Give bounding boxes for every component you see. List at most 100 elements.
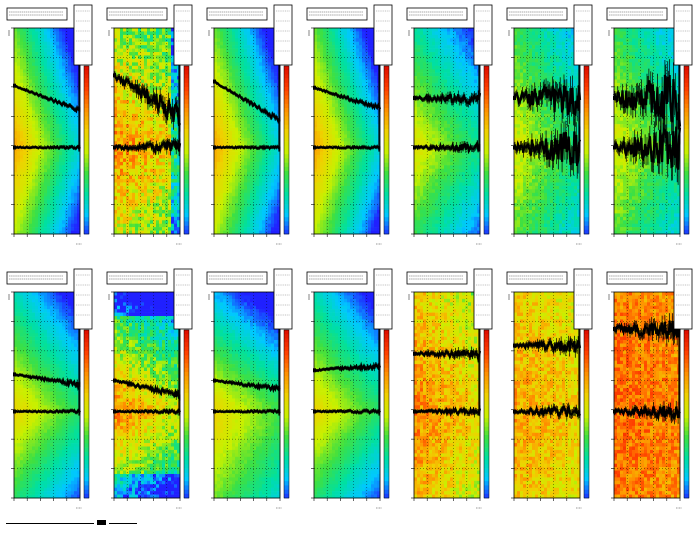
stats-box	[473, 4, 493, 66]
stats-box	[673, 268, 693, 330]
color-scale-bar	[383, 65, 390, 235]
heatmap-cells	[14, 292, 81, 499]
gridlines	[614, 292, 680, 498]
heatmap-cells	[514, 28, 581, 235]
stats-box	[473, 268, 493, 330]
stats-box	[673, 4, 693, 66]
footer-block	[97, 520, 106, 525]
upper-band-points	[613, 59, 682, 145]
gridlines	[214, 28, 280, 234]
heatmap-cells	[314, 28, 381, 235]
upper-band-points	[513, 335, 582, 358]
plot-frame	[13, 27, 81, 235]
stats-box	[573, 268, 593, 330]
lower-band-points	[513, 119, 582, 179]
upper-band-points	[13, 83, 81, 114]
chart-panel-r1c1	[6, 4, 93, 245]
color-scale-bar	[283, 65, 290, 235]
title-box	[406, 271, 468, 285]
heatmap-cells	[114, 292, 181, 499]
chart-panel-r2c5	[406, 268, 493, 509]
title-box	[406, 7, 468, 21]
plot-frame	[13, 291, 81, 499]
lower-band-points	[413, 405, 482, 418]
chart-panel-r1c3	[206, 4, 293, 245]
heatmap-cells	[314, 292, 381, 499]
axis-ticks	[511, 27, 581, 237]
plot-frame	[613, 291, 681, 499]
color-scale-bar	[83, 65, 90, 235]
heatmap-cells	[114, 28, 181, 235]
chart-panel-r2c7	[606, 268, 693, 509]
plot-frame	[313, 27, 381, 235]
color-scale-bar	[583, 65, 590, 235]
title-box	[6, 271, 68, 285]
heatmap-cells	[514, 292, 581, 499]
title-box	[306, 7, 368, 21]
footer-line-right	[109, 523, 137, 524]
title-box	[506, 271, 568, 285]
footer-line-left	[6, 523, 94, 524]
lower-band-points	[13, 408, 81, 415]
heatmap-cells	[214, 28, 281, 235]
chart-panel-r1c5	[406, 4, 493, 245]
axis-ticks	[311, 291, 381, 501]
plot-frame	[213, 27, 281, 235]
title-box	[506, 7, 568, 21]
lower-band-points	[113, 137, 182, 157]
heatmap-cells	[614, 28, 681, 235]
upper-band-points	[113, 378, 181, 401]
title-box	[606, 7, 668, 21]
stats-box	[173, 268, 193, 330]
gridlines	[114, 28, 180, 234]
upper-band-points	[313, 85, 382, 112]
title-box	[606, 271, 668, 285]
axis-ticks	[211, 27, 281, 237]
lower-band-points	[513, 402, 582, 421]
upper-band-points	[213, 378, 281, 394]
upper-band-points	[513, 73, 582, 127]
color-scale-bar	[183, 65, 190, 235]
stats-box	[73, 4, 93, 66]
upper-band-points	[413, 346, 482, 363]
heatmap-cells	[414, 28, 481, 235]
heatmap-cells	[14, 28, 81, 235]
plot-frame	[513, 291, 581, 499]
plot-frame	[213, 291, 281, 499]
gridlines	[314, 28, 380, 234]
stats-box	[573, 4, 593, 66]
color-scale-bar	[283, 329, 290, 499]
lower-band-points	[213, 408, 281, 415]
plot-frame	[413, 291, 481, 499]
lower-band-points	[313, 408, 381, 415]
title-box	[206, 7, 268, 21]
chart-panel-r1c4	[306, 4, 393, 245]
lower-band-points	[612, 111, 682, 185]
axis-ticks	[411, 27, 481, 237]
axis-ticks	[611, 291, 681, 501]
color-scale-bar	[683, 65, 690, 235]
title-box	[206, 271, 268, 285]
color-scale-bar	[83, 329, 90, 499]
title-box	[6, 7, 68, 21]
chart-panel-r1c2	[106, 4, 193, 245]
axis-ticks	[111, 27, 181, 237]
stats-box	[373, 4, 393, 66]
upper-band-points	[313, 360, 382, 373]
lower-band-points	[313, 144, 381, 151]
upper-band-points	[413, 88, 482, 108]
lower-band-points	[113, 407, 181, 416]
plot-frame	[313, 291, 381, 499]
heatmap-cells	[414, 292, 481, 499]
color-scale-bar	[483, 329, 490, 499]
color-scale-bar	[383, 329, 390, 499]
chart-panel-r2c3	[206, 268, 293, 509]
upper-band-points	[213, 79, 281, 124]
chart-panel-r1c6	[506, 4, 593, 245]
color-scale-bar	[683, 329, 690, 499]
chart-panel-r2c2	[106, 268, 193, 509]
gridlines	[14, 292, 80, 498]
stats-box	[273, 268, 293, 330]
upper-band-points	[612, 310, 682, 346]
